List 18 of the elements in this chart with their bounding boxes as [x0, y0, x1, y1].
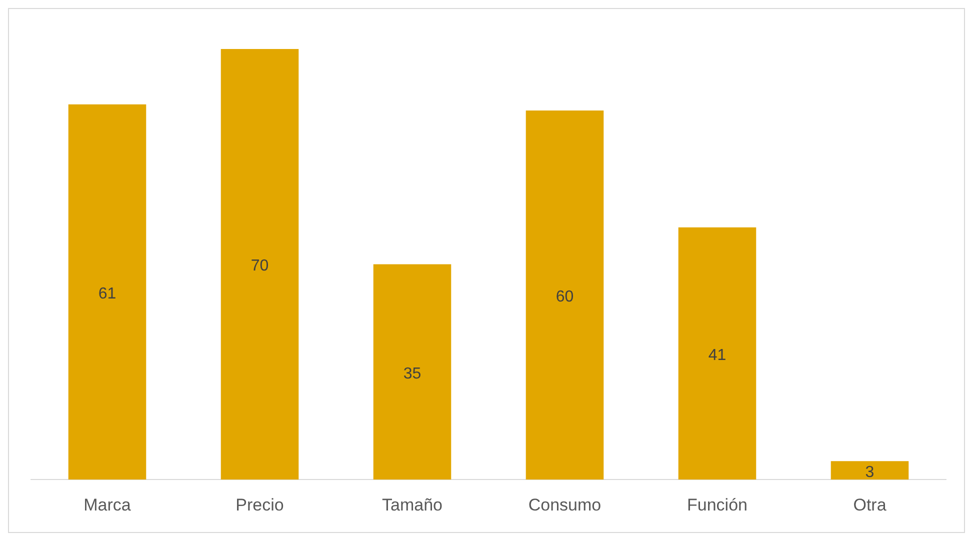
x-tick-label: Precio: [236, 495, 284, 514]
x-tick-label: Tamaño: [382, 495, 442, 514]
bar: [68, 104, 146, 480]
x-tick-label: Marca: [84, 495, 132, 514]
data-label: 70: [250, 258, 269, 275]
bar: [220, 49, 299, 480]
data-label: 35: [403, 365, 422, 382]
bar: [526, 110, 604, 480]
data-label: 61: [98, 285, 116, 302]
x-tick-label: Consumo: [528, 495, 602, 514]
data-label: 41: [708, 346, 726, 364]
x-tick-label: Función: [687, 495, 748, 514]
data-label: 60: [556, 288, 574, 306]
data-label: 3: [865, 464, 874, 481]
x-tick-label: Otra: [853, 495, 887, 514]
bar: [678, 227, 756, 480]
bar: [830, 461, 909, 480]
bar: [373, 264, 452, 480]
